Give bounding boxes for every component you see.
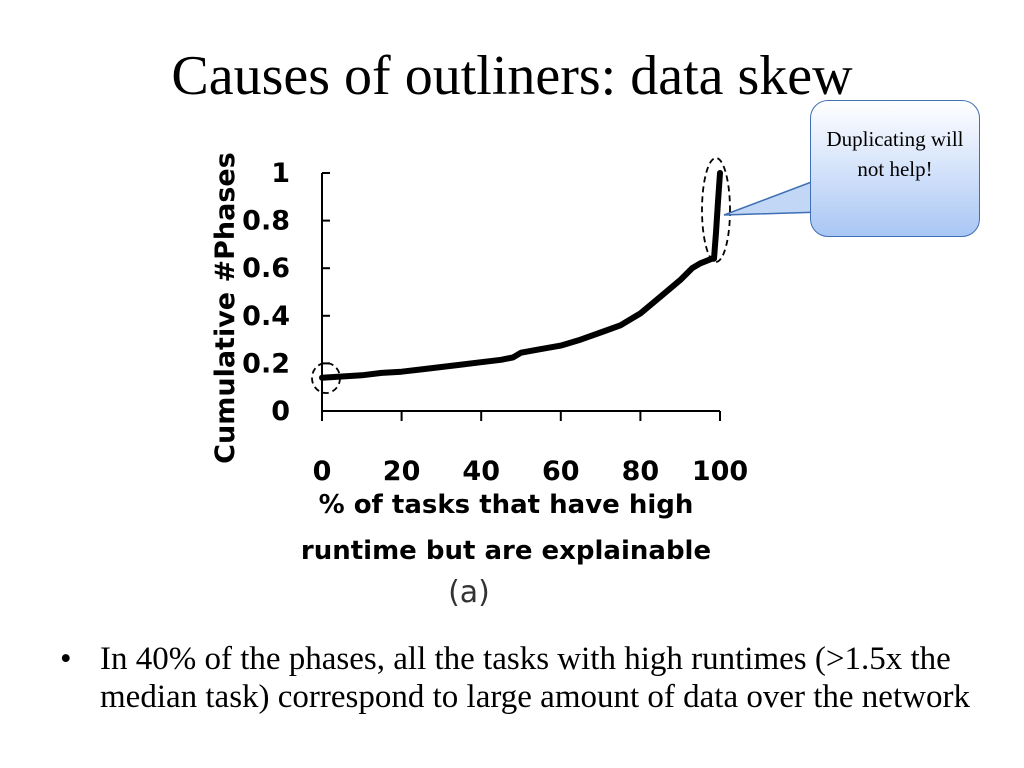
- x-tick-label: 80: [622, 456, 660, 487]
- y-tick-label: 0.6: [242, 253, 290, 284]
- chart-marks: [319, 170, 723, 381]
- chart-subtitle: (a): [448, 575, 490, 610]
- x-tick-label: 100: [692, 456, 748, 487]
- x-axis-label: % of tasks that have high: [319, 490, 694, 520]
- y-tick-label: 0.2: [242, 348, 290, 379]
- y-tick-label: 0.4: [242, 301, 290, 332]
- series-line: [319, 170, 723, 381]
- tail-highlight-ellipse: [701, 157, 731, 263]
- start-highlight-ellipse: [311, 362, 341, 394]
- bullet-dot: •: [60, 641, 72, 677]
- chart-axes: 0 0.2 0.4 0.6 0.8 1 0 20 40 60 80 100% of tasks tha…: [210, 152, 748, 566]
- callout-text: Duplicating will not help!: [826, 126, 964, 181]
- x-axis-label: runtime but are explainable: [301, 536, 711, 566]
- y-tick-label: 0: [271, 396, 290, 427]
- chart-annotations: [311, 157, 823, 394]
- x-tick-label: 0: [313, 456, 332, 487]
- y-tick-label: 0.8: [242, 206, 290, 237]
- y-tick-label: 1: [271, 158, 290, 189]
- x-tick-label: 20: [383, 456, 421, 487]
- bullet-list: • In 40% of the phases, all the tasks wit…: [58, 640, 978, 716]
- bullet-text: In 40% of the phases, all the tasks with…: [100, 641, 970, 715]
- bullet-item: • In 40% of the phases, all the tasks wit…: [58, 640, 978, 716]
- x-tick-label: 40: [462, 456, 500, 487]
- x-tick-label: 60: [542, 456, 580, 487]
- y-axis-label: Cumulative #Phases: [210, 152, 241, 464]
- callout-pointer: [723, 176, 823, 216]
- callout-bubble: Duplicating will not help!: [810, 100, 980, 237]
- slide-title: Causes of outliners: data skew: [171, 45, 853, 107]
